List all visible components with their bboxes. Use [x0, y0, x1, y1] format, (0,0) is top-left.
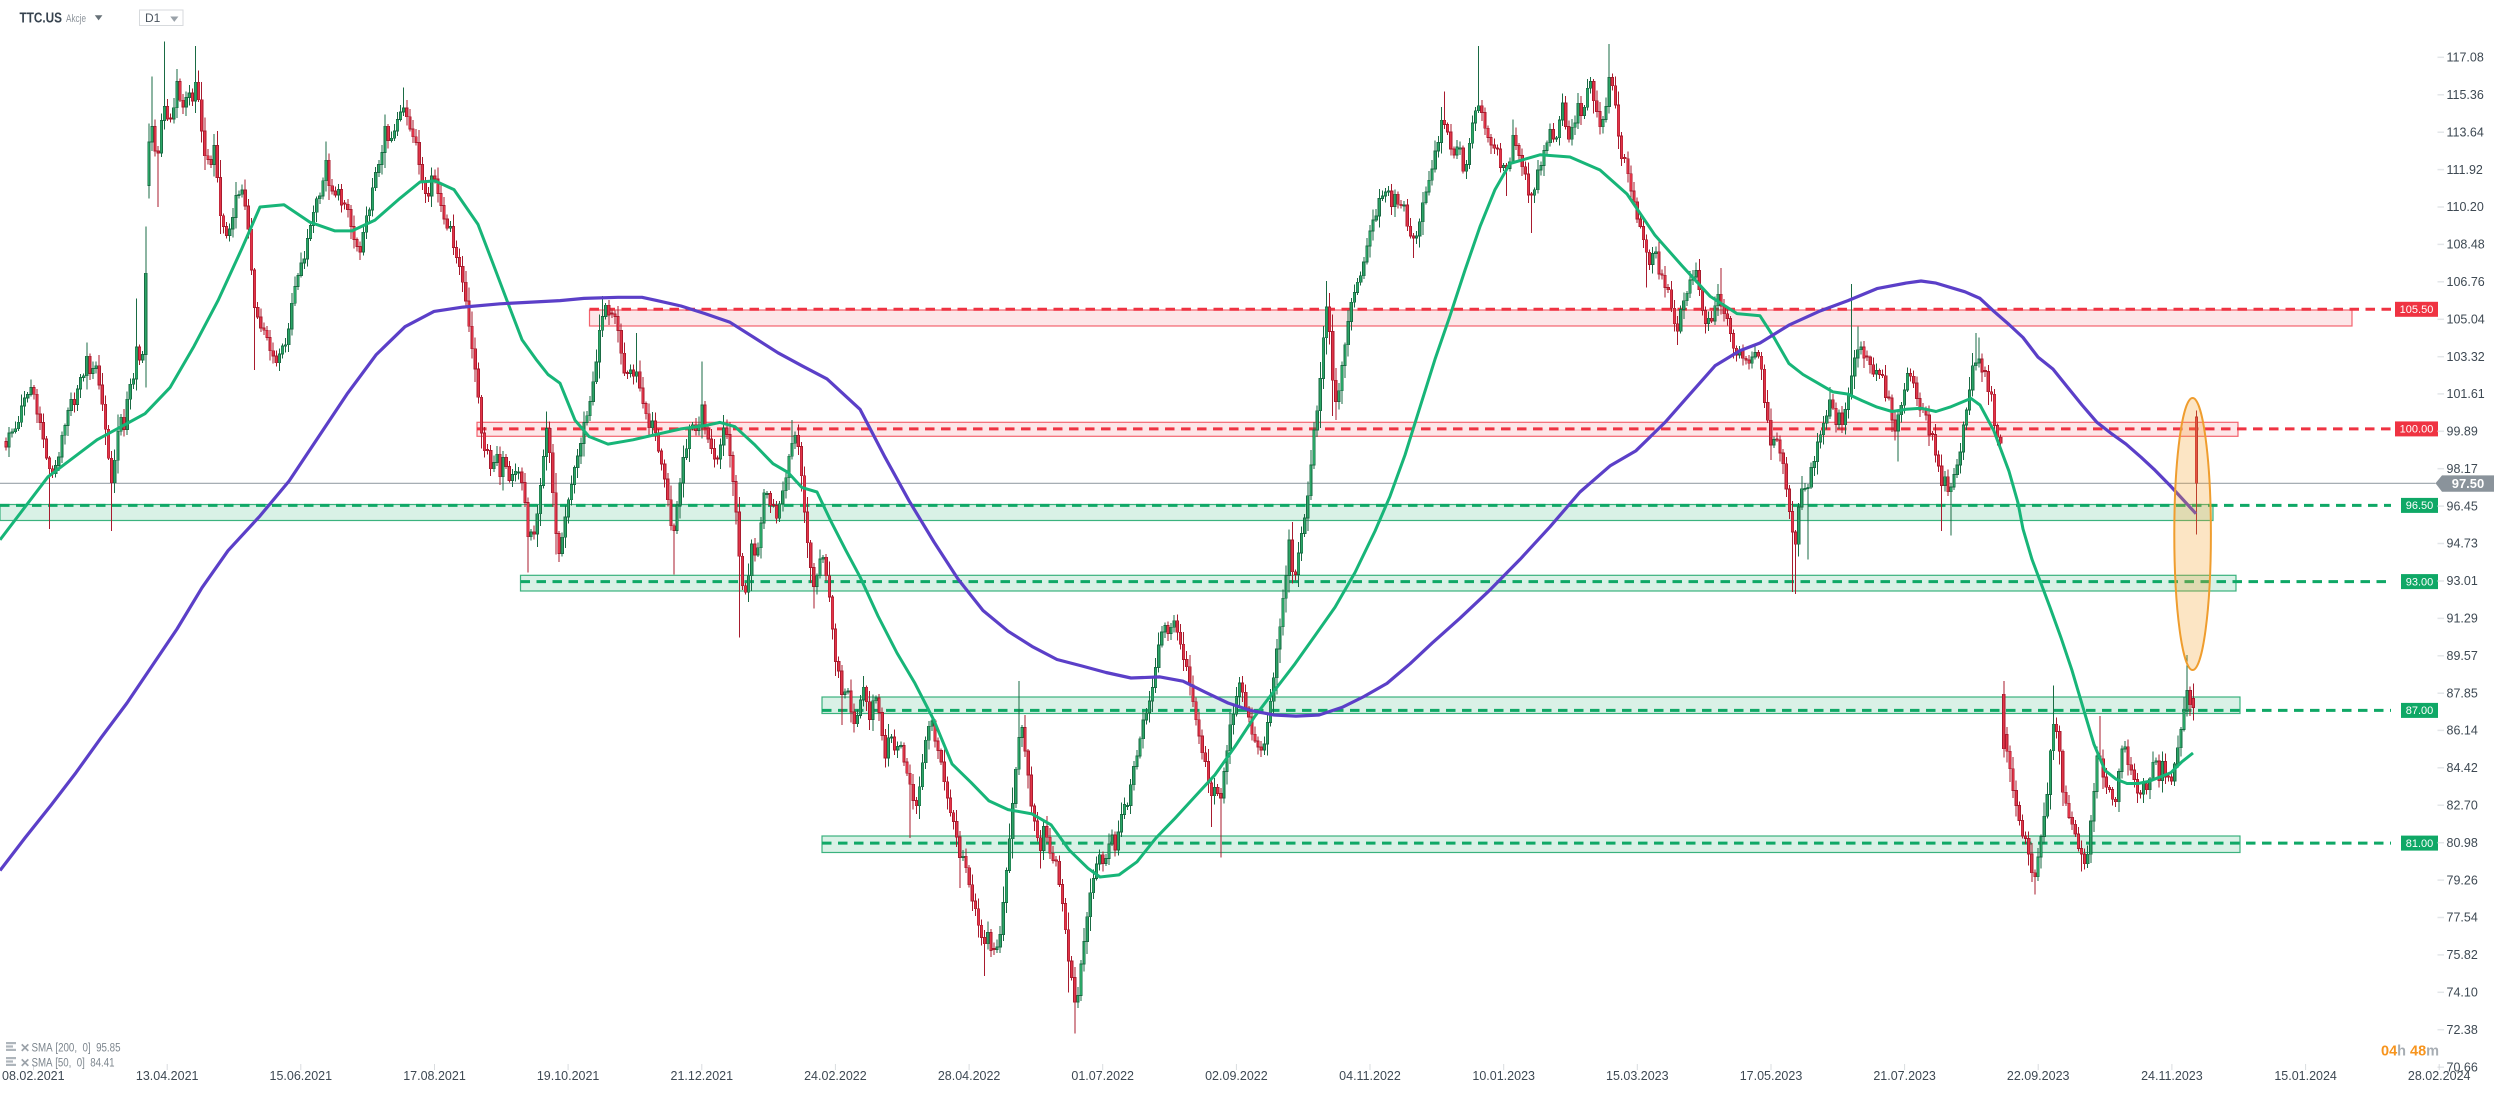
- svg-text:24.02.2022: 24.02.2022: [804, 1069, 867, 1083]
- svg-text:80.98: 80.98: [2447, 836, 2478, 850]
- svg-text:106.76: 106.76: [2447, 275, 2485, 289]
- svg-text:94.73: 94.73: [2447, 537, 2478, 551]
- svg-text:04.11.2022: 04.11.2022: [1339, 1069, 1401, 1083]
- svg-text:D1: D1: [145, 11, 161, 25]
- svg-text:SMA [200, 0] 95.85: SMA [200, 0] 95.85: [32, 1043, 121, 1055]
- svg-text:77.54: 77.54: [2447, 911, 2478, 925]
- svg-text:87.85: 87.85: [2447, 686, 2478, 700]
- svg-text:86.14: 86.14: [2447, 724, 2478, 738]
- svg-text:96.50: 96.50: [2406, 500, 2434, 512]
- svg-text:70.66: 70.66: [2447, 1060, 2478, 1074]
- svg-text:10.01.2023: 10.01.2023: [1472, 1069, 1535, 1083]
- svg-text:04h 48m: 04h 48m: [2381, 1044, 2439, 1060]
- svg-text:22.09.2023: 22.09.2023: [2007, 1069, 2070, 1083]
- svg-text:117.08: 117.08: [2447, 51, 2484, 65]
- svg-text:82.70: 82.70: [2447, 798, 2478, 812]
- svg-text:97.50: 97.50: [2452, 476, 2485, 491]
- svg-text:17.08.2021: 17.08.2021: [403, 1069, 466, 1083]
- svg-text:02.09.2022: 02.09.2022: [1205, 1069, 1268, 1083]
- svg-text:13.04.2021: 13.04.2021: [136, 1069, 199, 1083]
- svg-text:79.26: 79.26: [2447, 873, 2478, 887]
- svg-text:75.82: 75.82: [2447, 948, 2478, 962]
- svg-text:21.07.2023: 21.07.2023: [1873, 1069, 1936, 1083]
- svg-text:74.10: 74.10: [2447, 986, 2478, 1000]
- svg-text:TTC.US: TTC.US: [20, 11, 63, 27]
- svg-text:101.61: 101.61: [2447, 387, 2485, 401]
- svg-text:SMA [50, 0] 84.41: SMA [50, 0] 84.41: [32, 1058, 115, 1070]
- svg-text:98.17: 98.17: [2447, 462, 2478, 476]
- svg-text:15.06.2021: 15.06.2021: [270, 1069, 333, 1083]
- svg-text:01.07.2022: 01.07.2022: [1071, 1069, 1134, 1083]
- svg-text:15.01.2024: 15.01.2024: [2274, 1069, 2337, 1083]
- svg-text:✕: ✕: [20, 1056, 30, 1070]
- svg-text:111.92: 111.92: [2447, 163, 2483, 177]
- svg-text:21.12.2021: 21.12.2021: [671, 1069, 734, 1083]
- svg-text:91.29: 91.29: [2447, 612, 2478, 626]
- svg-text:08.02.2021: 08.02.2021: [2, 1069, 65, 1083]
- svg-text:72.38: 72.38: [2447, 1023, 2478, 1037]
- svg-text:115.36: 115.36: [2447, 88, 2484, 102]
- svg-text:108.48: 108.48: [2447, 238, 2485, 252]
- svg-text:28.04.2022: 28.04.2022: [938, 1069, 1001, 1083]
- svg-text:19.10.2021: 19.10.2021: [537, 1069, 600, 1083]
- svg-text:81.00: 81.00: [2406, 838, 2434, 850]
- svg-text:24.11.2023: 24.11.2023: [2141, 1069, 2203, 1083]
- svg-text:84.42: 84.42: [2447, 761, 2478, 775]
- svg-text:103.32: 103.32: [2447, 350, 2485, 364]
- svg-text:100.00: 100.00: [2400, 424, 2434, 436]
- svg-text:96.45: 96.45: [2447, 499, 2478, 513]
- svg-text:113.64: 113.64: [2447, 125, 2484, 139]
- svg-text:105.50: 105.50: [2400, 304, 2434, 316]
- svg-text:93.01: 93.01: [2447, 574, 2478, 588]
- svg-text:105.04: 105.04: [2447, 313, 2485, 327]
- svg-text:93.00: 93.00: [2406, 576, 2434, 588]
- svg-text:Akcje: Akcje: [66, 13, 86, 25]
- svg-text:15.03.2023: 15.03.2023: [1606, 1069, 1669, 1083]
- svg-text:110.20: 110.20: [2447, 200, 2484, 214]
- svg-text:28.02.2024: 28.02.2024: [2408, 1069, 2471, 1083]
- svg-text:87.00: 87.00: [2406, 705, 2434, 717]
- svg-text:99.89: 99.89: [2447, 425, 2478, 439]
- svg-text:89.57: 89.57: [2447, 649, 2478, 663]
- svg-text:✕: ✕: [20, 1041, 30, 1055]
- svg-text:17.05.2023: 17.05.2023: [1740, 1069, 1803, 1083]
